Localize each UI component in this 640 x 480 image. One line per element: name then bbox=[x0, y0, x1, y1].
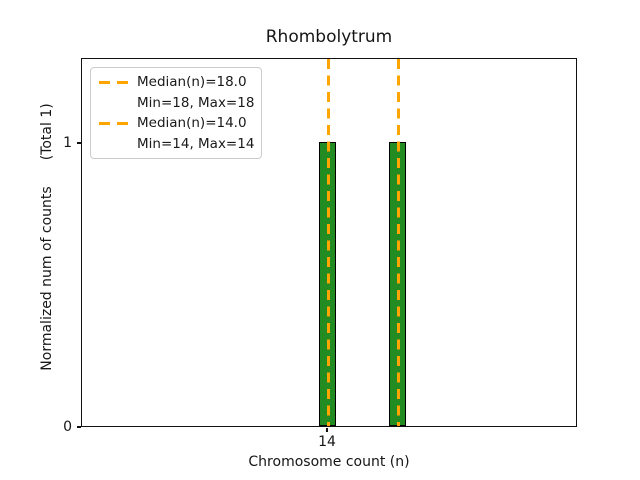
legend-box: Median(n)=18.0 Min=18, Max=18 Median(n)=… bbox=[90, 67, 262, 159]
y-tick-label-0: 0 bbox=[63, 419, 72, 435]
legend-label: Median(n)=18.0 bbox=[137, 74, 247, 91]
legend-sublabel: Min=18, Max=18 bbox=[137, 94, 255, 111]
chart-title: Rhombolytrum bbox=[265, 27, 393, 47]
x-tick-mark-14 bbox=[326, 427, 328, 432]
median-line-n14 bbox=[326, 59, 330, 426]
x-axis-label: Chromosome count (n) bbox=[248, 454, 410, 470]
median-line-n18 bbox=[396, 59, 400, 426]
legend-sublabel: Min=14, Max=14 bbox=[137, 135, 255, 152]
legend-key-spacer bbox=[99, 101, 128, 105]
dashed-line-swatch-icon bbox=[99, 121, 128, 125]
legend-entry-minmax-18: Min=18, Max=18 bbox=[95, 93, 257, 114]
y-axis-label: Normalized num of counts (Total 1) bbox=[39, 103, 55, 370]
y-tick-label-1: 1 bbox=[63, 135, 72, 151]
y-tick-mark-0 bbox=[76, 426, 81, 428]
x-tick-label-14: 14 bbox=[318, 434, 336, 450]
legend-entry-median-18: Median(n)=18.0 bbox=[95, 72, 257, 93]
legend-entry-median-14: Median(n)=14.0 bbox=[95, 113, 257, 134]
plot-area: Median(n)=18.0 Min=18, Max=18 Median(n)=… bbox=[81, 58, 577, 427]
y-axis-label-total: (Total 1) bbox=[39, 103, 55, 161]
legend-key-spacer bbox=[99, 142, 128, 146]
y-axis-label-main: Normalized num of counts bbox=[39, 186, 55, 371]
y-tick-mark-1 bbox=[76, 142, 81, 144]
legend-entry-minmax-14: Min=14, Max=14 bbox=[95, 134, 257, 155]
legend-label: Median(n)=14.0 bbox=[137, 115, 247, 132]
dashed-line-swatch-icon bbox=[99, 80, 128, 84]
